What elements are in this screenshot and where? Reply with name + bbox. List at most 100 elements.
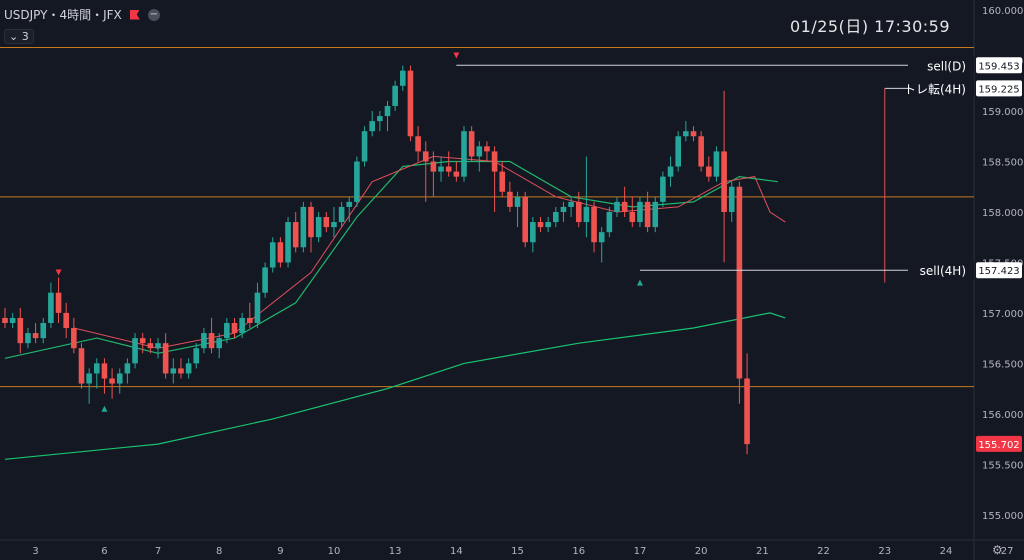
candle[interactable] (109, 378, 115, 384)
symbol-label[interactable]: USDJPY・4時間・JFX (4, 8, 122, 22)
candle[interactable] (147, 343, 154, 349)
candle[interactable] (400, 70, 406, 86)
indicator-toggle[interactable]: ⌄ 3 (4, 29, 34, 44)
candle[interactable] (292, 222, 299, 248)
candle[interactable] (744, 378, 750, 445)
candle[interactable] (277, 242, 284, 263)
candle[interactable] (40, 322, 47, 339)
candle[interactable] (430, 161, 437, 172)
candle[interactable] (728, 186, 735, 212)
candle[interactable] (484, 146, 490, 152)
candle[interactable] (262, 267, 268, 293)
candle[interactable] (315, 217, 322, 238)
candle[interactable] (254, 292, 261, 323)
candle[interactable] (9, 317, 16, 323)
candle[interactable] (331, 222, 337, 228)
candle[interactable] (591, 206, 597, 243)
candle[interactable] (736, 186, 743, 379)
candle[interactable] (354, 161, 360, 202)
candle[interactable] (48, 292, 54, 323)
candle[interactable] (63, 312, 69, 329)
candle[interactable] (384, 105, 391, 117)
candle[interactable] (690, 131, 697, 137)
candle[interactable] (629, 211, 636, 223)
candle[interactable] (231, 322, 238, 334)
annotation-label[interactable]: sell(D) (927, 59, 966, 73)
candle[interactable] (323, 217, 330, 228)
candle[interactable] (170, 368, 177, 374)
candle[interactable] (422, 151, 429, 162)
candle[interactable] (94, 363, 100, 374)
candle[interactable] (361, 131, 368, 162)
candle[interactable] (139, 338, 146, 344)
candle[interactable] (285, 222, 291, 263)
flag-icon[interactable] (129, 9, 140, 20)
candle[interactable] (614, 201, 620, 212)
candle[interactable] (507, 191, 513, 207)
candle[interactable] (377, 116, 383, 122)
candle[interactable] (25, 333, 31, 344)
candle[interactable] (162, 343, 169, 374)
candle[interactable] (438, 166, 444, 172)
candle[interactable] (247, 317, 253, 323)
candle[interactable] (491, 151, 498, 172)
candle[interactable] (369, 121, 375, 132)
candle[interactable] (637, 201, 643, 223)
candle[interactable] (522, 196, 528, 243)
candle[interactable] (86, 373, 92, 384)
candle[interactable] (239, 317, 245, 334)
candle[interactable] (101, 363, 108, 379)
candle[interactable] (55, 292, 62, 313)
candle[interactable] (461, 131, 467, 177)
gear-icon[interactable]: ⚙ (992, 543, 1003, 557)
candle[interactable] (583, 206, 590, 223)
candle[interactable] (713, 151, 720, 177)
candle[interactable] (606, 211, 613, 233)
candle[interactable] (346, 201, 353, 207)
candle[interactable] (621, 201, 628, 212)
candle[interactable] (598, 232, 605, 243)
candle[interactable] (468, 131, 475, 157)
candle[interactable] (675, 136, 681, 167)
candle[interactable] (652, 201, 659, 228)
minus-circle-icon[interactable]: − (147, 8, 160, 21)
candle[interactable] (32, 333, 39, 339)
candle[interactable] (178, 368, 184, 374)
candle[interactable] (667, 166, 674, 177)
candle[interactable] (185, 363, 192, 374)
candle[interactable] (575, 201, 582, 223)
candle[interactable] (269, 242, 276, 268)
candle[interactable] (308, 206, 314, 238)
candle[interactable] (193, 348, 200, 364)
candle[interactable] (537, 222, 544, 228)
candle[interactable] (499, 171, 506, 192)
candle[interactable] (514, 196, 521, 207)
candle[interactable] (78, 348, 85, 384)
candle[interactable] (155, 343, 161, 349)
candle[interactable] (407, 70, 414, 137)
symbol-header[interactable]: USDJPY・4時間・JFX − (4, 6, 160, 23)
candle[interactable] (530, 222, 536, 243)
candle[interactable] (132, 338, 138, 364)
candle[interactable] (338, 206, 345, 223)
annotation-label[interactable]: トレ転(4H) (904, 82, 966, 96)
candle[interactable] (721, 151, 727, 212)
candle[interactable] (116, 373, 123, 384)
candle[interactable] (553, 211, 559, 223)
annotation-label[interactable]: sell(4H) (920, 264, 966, 278)
candle[interactable] (453, 171, 460, 177)
candle[interactable] (17, 317, 24, 344)
candle[interactable] (644, 201, 651, 228)
candle[interactable] (568, 201, 574, 207)
candle[interactable] (71, 328, 77, 349)
candle[interactable] (698, 136, 704, 167)
candle[interactable] (415, 136, 421, 152)
candle[interactable] (124, 363, 131, 374)
candle[interactable] (216, 338, 222, 349)
candle[interactable] (476, 146, 483, 157)
candle[interactable] (660, 176, 666, 202)
candle[interactable] (208, 333, 215, 349)
candle[interactable] (445, 166, 452, 172)
candle[interactable] (201, 333, 207, 349)
